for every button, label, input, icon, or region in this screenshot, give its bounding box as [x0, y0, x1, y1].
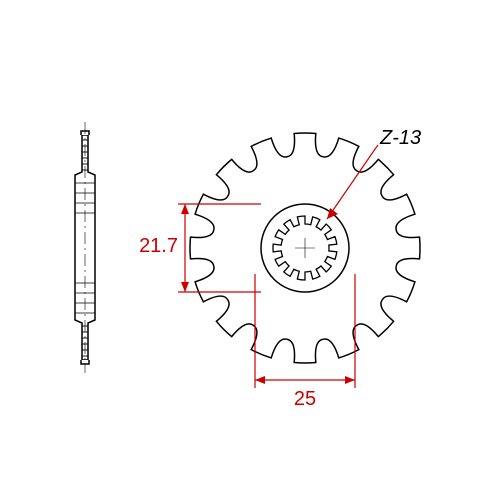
side-view: [75, 122, 95, 373]
dim-width-label: 25: [294, 388, 316, 410]
front-view: [190, 133, 420, 363]
callout-label: Z-13: [379, 127, 421, 149]
technical-drawing: 21.7 25 Z-13: [0, 0, 500, 500]
dim-height-label: 21.7: [139, 235, 178, 257]
